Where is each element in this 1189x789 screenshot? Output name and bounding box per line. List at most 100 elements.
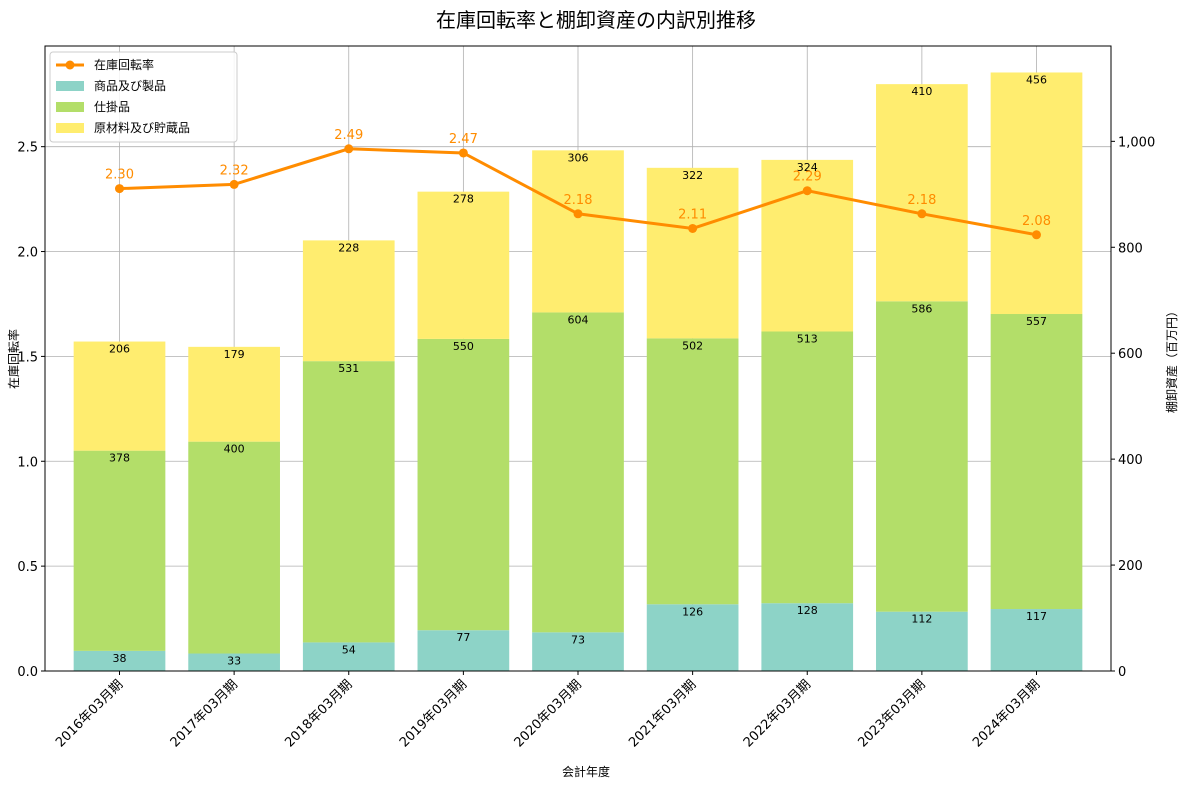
bar-segment <box>990 314 1083 610</box>
bar-segment <box>876 301 968 612</box>
y-right-tick-label: 800 <box>1118 241 1143 256</box>
bar-segment <box>302 361 395 643</box>
bars: 38 378 206 33 400 179 54 531 228 77 550 278 73 604 306… <box>73 72 1083 671</box>
bar-segment <box>73 450 166 651</box>
bar-value-label: 306 <box>568 151 589 164</box>
bar-value-label: 128 <box>797 604 818 617</box>
bar-segment <box>646 604 739 671</box>
turnover-point <box>573 209 583 219</box>
bar-value-label: 179 <box>224 348 245 361</box>
y-axis-right-label: 棚卸資産（百万円） <box>1164 305 1179 413</box>
x-tick-label: 2021年03月期 <box>626 677 699 750</box>
bar-segment <box>761 331 854 604</box>
legend-label: 在庫回転率 <box>94 57 154 72</box>
y-left-tick-label: 1.5 <box>17 350 38 365</box>
bar-value-label: 324 <box>797 161 818 174</box>
turnover-value-label: 2.11 <box>678 207 707 222</box>
turnover-value-label: 2.18 <box>907 193 936 208</box>
bar-value-label: 77 <box>456 631 470 644</box>
y-right-tick-label: 0 <box>1118 665 1126 680</box>
turnover-line: 2.30 2.32 2.49 2.47 2.18 2.11 2.29 2.18 2.08 <box>105 128 1051 240</box>
bar-value-label: 557 <box>1026 315 1047 328</box>
x-tick-label: 2016年03月期 <box>53 677 126 750</box>
x-tick-label: 2017年03月期 <box>168 677 241 750</box>
bar-segment <box>532 150 624 313</box>
turnover-value-label: 2.18 <box>564 193 593 208</box>
bar-segment <box>188 346 280 442</box>
bar-segment <box>417 191 510 339</box>
y-left-tick-label: 0.5 <box>17 560 38 575</box>
bar-segment <box>990 609 1083 671</box>
x-tick-label: 2022年03月期 <box>741 677 814 750</box>
bar-segment <box>302 642 395 671</box>
bar-value-label: 604 <box>568 313 589 326</box>
x-tick-label: 2019年03月期 <box>397 677 470 750</box>
turnover-point <box>115 184 125 194</box>
bar-segment <box>990 72 1083 315</box>
turnover-value-label: 2.30 <box>105 168 134 183</box>
bar-value-label: 531 <box>338 362 359 375</box>
turnover-value-label: 2.47 <box>449 132 478 147</box>
x-tick-label: 2018年03月期 <box>282 677 355 750</box>
bar-value-label: 322 <box>682 169 703 182</box>
bar-value-label: 228 <box>338 241 359 254</box>
bar-segment <box>646 338 739 605</box>
turnover-value-label: 2.32 <box>220 163 249 178</box>
x-tick-label: 2024年03月期 <box>970 677 1043 750</box>
legend-label: 商品及び製品 <box>94 78 166 93</box>
y-left-tick-label: 1.0 <box>17 455 38 470</box>
bar-value-label: 513 <box>797 332 818 345</box>
turnover-value-label: 2.29 <box>793 170 822 185</box>
y-right-tick-label: 1,000 <box>1118 135 1155 150</box>
turnover-point <box>344 144 354 154</box>
bar-segment <box>532 632 624 671</box>
bar-segment <box>188 441 280 654</box>
bar-value-label: 278 <box>453 193 474 206</box>
bar-segment <box>876 611 968 671</box>
turnover-point <box>688 223 698 233</box>
y-axis-left-label: 在庫回転率 <box>6 329 21 389</box>
chart-title: 在庫回転率と棚卸資産の内訳別推移 <box>436 8 756 32</box>
bar-segment <box>646 167 739 339</box>
bar-segment <box>761 603 854 671</box>
legend-swatch <box>56 81 84 91</box>
turnover-point <box>917 209 927 219</box>
bar-segment <box>188 653 280 671</box>
legend-swatch <box>56 102 84 112</box>
bar-value-label: 126 <box>682 605 703 618</box>
turnover-point <box>458 148 468 158</box>
legend-label: 仕掛品 <box>94 99 130 114</box>
bar-value-label: 400 <box>224 443 245 456</box>
legend-swatch <box>56 123 84 133</box>
bar-segment <box>302 240 395 362</box>
legend-box <box>49 51 238 143</box>
turnover-point <box>802 186 812 196</box>
x-axis-label: 会計年度 <box>562 764 610 779</box>
bar-value-label: 586 <box>911 302 932 315</box>
legend-line-marker <box>65 60 75 70</box>
legend-label: 原材料及び貯蔵品 <box>94 121 190 135</box>
bar-value-label: 550 <box>453 340 474 353</box>
bar-segment <box>761 159 854 332</box>
bar-value-label: 33 <box>227 655 241 668</box>
bar-segment <box>73 650 166 671</box>
bar-segment <box>876 84 968 302</box>
turnover-value-label: 2.49 <box>334 128 363 143</box>
x-tick-label: 2023年03月期 <box>855 677 928 750</box>
bar-value-label: 112 <box>911 613 932 626</box>
bar-segment <box>417 630 510 671</box>
turnover-point <box>229 179 239 189</box>
bar-value-label: 206 <box>109 343 130 356</box>
bar-value-label: 456 <box>1026 73 1047 86</box>
bar-segment <box>532 312 624 633</box>
bar-value-label: 117 <box>1026 610 1047 623</box>
x-tick-label: 2020年03月期 <box>512 677 585 750</box>
y-right-tick-label: 200 <box>1118 559 1143 574</box>
bar-value-label: 73 <box>571 633 585 646</box>
bar-segment <box>73 341 166 451</box>
y-right-tick-label: 400 <box>1118 453 1143 468</box>
bar-value-label: 502 <box>682 339 703 352</box>
turnover-point <box>1031 230 1041 240</box>
